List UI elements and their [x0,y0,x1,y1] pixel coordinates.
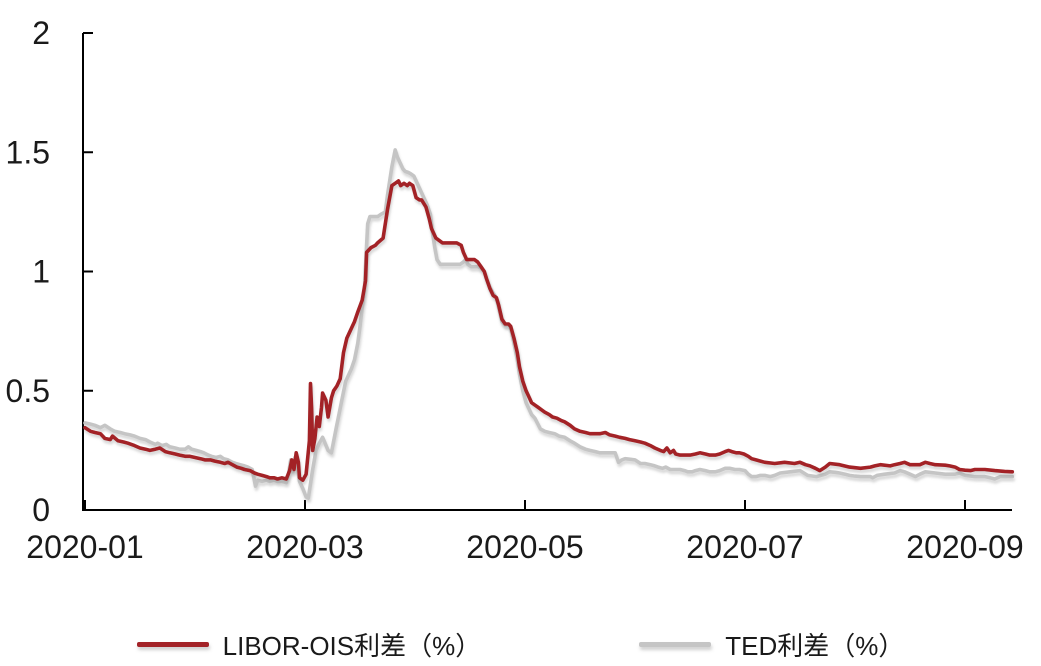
legend-swatch-libor-ois [136,642,209,647]
ted-line [83,148,1015,500]
x-tick-label: 2020-09 [906,529,1023,565]
y-tick-label: 0 [32,492,50,528]
legend-swatch-ted [639,642,712,647]
legend-item-ted: TED利差（%） [639,626,904,663]
y-tick-label: 0.5 [6,373,50,409]
x-tick-label: 2020-05 [466,529,583,565]
legend-label-libor-ois: LIBOR-OIS利差（%） [222,631,482,661]
legend-item-libor-ois: LIBOR-OIS利差（%） [136,626,482,663]
y-tick-label: 2 [32,15,50,51]
y-tick-label: 1 [32,254,50,290]
x-tick-label: 2020-03 [246,529,363,565]
line-chart: 0 0.5 1 1.5 2 2020-01 2020-03 2020-05 2020-07 202… [6,15,1024,565]
chart-legend: LIBOR-OIS利差（%） TED利差（%） [0,626,1041,663]
legend-label-ted: TED利差（%） [725,631,905,661]
x-tick-label: 2020-07 [686,529,803,565]
libor-ois-line [83,179,1015,483]
x-tick-label: 2020-01 [26,529,143,565]
y-tick-label: 1.5 [6,134,50,170]
